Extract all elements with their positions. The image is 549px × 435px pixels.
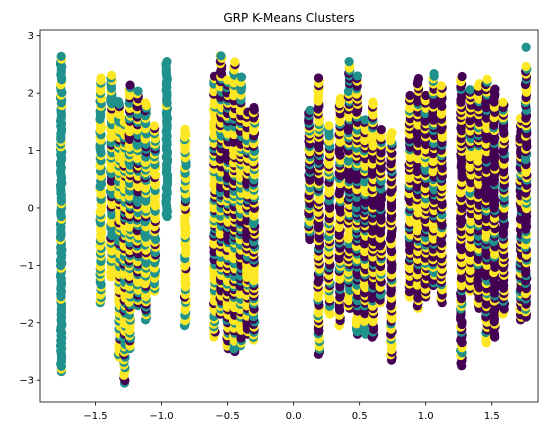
- data-point-cluster-1: [113, 96, 124, 107]
- y-tick-label: 1: [28, 146, 34, 157]
- data-point-cluster-0: [125, 80, 135, 90]
- y-tick-label: −1: [19, 261, 34, 272]
- data-point-cluster-1: [344, 56, 354, 67]
- data-point-cluster-2: [230, 57, 240, 67]
- x-axis: −1.5 −1.0 −0.5 0.0 0.5 1.0 1.5: [83, 402, 500, 422]
- data-point-cluster-2: [335, 93, 346, 103]
- data-point-cluster-1: [133, 86, 143, 96]
- data-point-cluster-1: [56, 51, 66, 62]
- data-point-cluster-2: [368, 97, 378, 107]
- data-point-cluster-0: [313, 73, 324, 83]
- data-point-cluster-1: [521, 42, 531, 52]
- data-point-cluster-2: [521, 61, 531, 72]
- data-point-cluster-2: [387, 128, 397, 138]
- y-tick-label: −2: [19, 318, 34, 329]
- data-point-cluster-0: [490, 84, 500, 94]
- data-point-cluster-2: [96, 73, 106, 83]
- data-point-cluster-2: [149, 121, 159, 131]
- plot-frame: [39, 29, 539, 403]
- data-point-cluster-0: [249, 102, 259, 113]
- data-point-cluster-1: [429, 69, 439, 79]
- data-point-cluster-1: [465, 85, 475, 95]
- data-point-cluster-2: [180, 124, 190, 134]
- data-point-cluster-0: [376, 125, 386, 135]
- data-point-cluster-1: [216, 51, 226, 61]
- x-tick-label: −1.0: [149, 411, 173, 422]
- data-point-cluster-0: [421, 90, 431, 101]
- y-tick-label: −3: [19, 376, 34, 387]
- data-point-cluster-2: [436, 81, 446, 91]
- data-point-cluster-1: [360, 115, 370, 125]
- y-axis: −3 −2 −1 0 1 2 3: [19, 31, 40, 387]
- x-tick-label: −1.5: [83, 411, 107, 422]
- data-point-cluster-0: [405, 90, 415, 101]
- data-point-cluster-0: [413, 73, 424, 84]
- data-point-cluster-2: [140, 98, 150, 108]
- data-point-cluster-2: [324, 120, 334, 131]
- y-tick-label: 0: [28, 203, 34, 214]
- x-tick-label: −0.5: [215, 411, 239, 422]
- y-tick-label: 3: [28, 31, 34, 42]
- x-tick-label: 0.5: [352, 411, 368, 422]
- data-point-cluster-2: [482, 74, 492, 84]
- data-point-cluster-0: [457, 71, 467, 82]
- data-point-cluster-1: [352, 71, 363, 81]
- data-point-cluster-1: [162, 56, 172, 67]
- data-point-cluster-1: [236, 72, 247, 82]
- data-point-cluster-2: [107, 70, 117, 80]
- x-tick-label: 0.0: [286, 411, 302, 422]
- data-point-cluster-1: [305, 105, 315, 115]
- chart-title: GRP K-Means Clusters: [223, 11, 354, 25]
- x-tick-label: 1.0: [418, 411, 434, 422]
- data-point-cluster-2: [498, 97, 508, 107]
- x-tick-label: 1.5: [484, 411, 500, 422]
- scatter-points: [55, 42, 532, 388]
- y-tick-label: 2: [28, 89, 34, 100]
